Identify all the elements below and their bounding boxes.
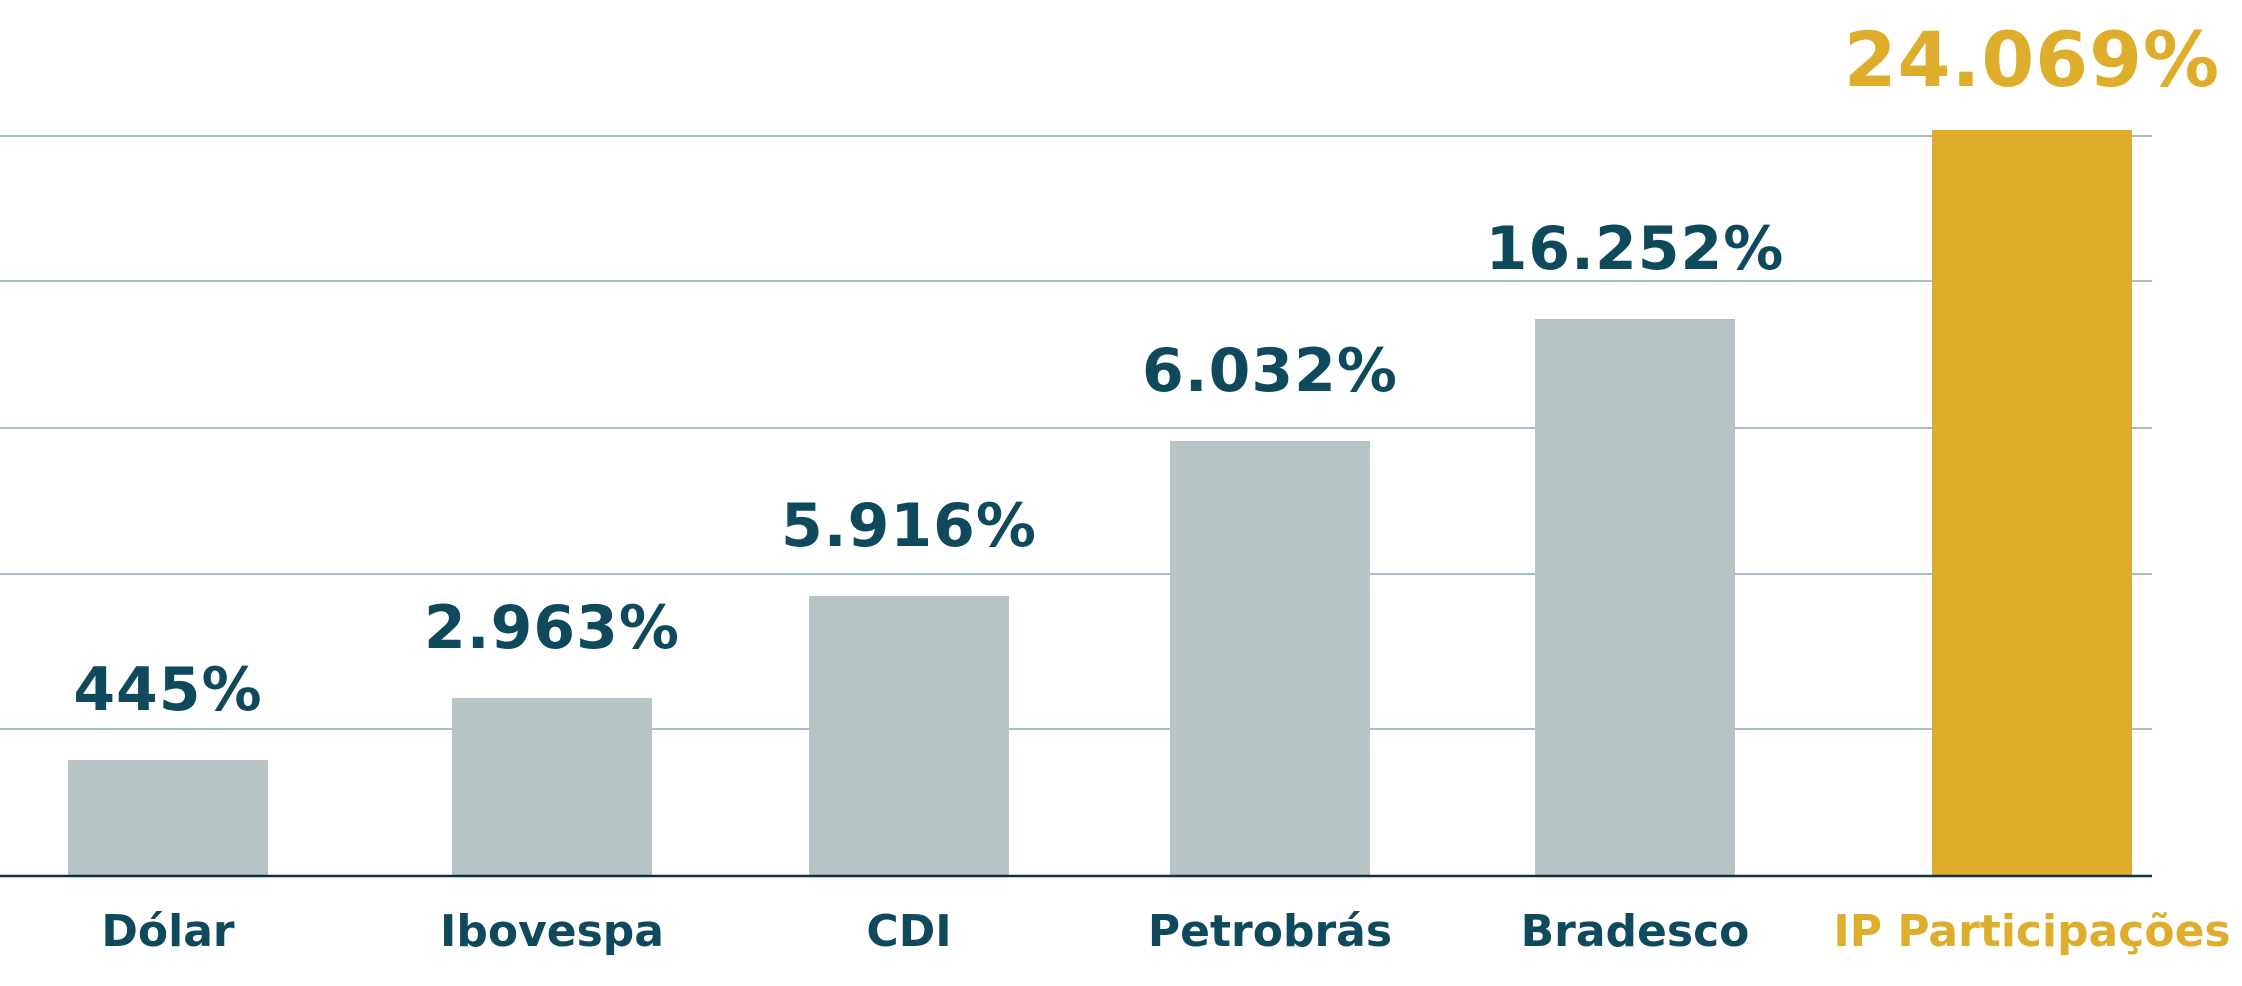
bar-6 (1932, 130, 2132, 876)
value-label-5: 16.252% (1486, 214, 1785, 284)
value-label-2: 2.963% (424, 593, 680, 663)
gridlines (0, 135, 2152, 730)
category-label-4: Petrobrás (1148, 906, 1392, 957)
category-label-5: Bradesco (1521, 906, 1750, 957)
bar-4 (1170, 441, 1370, 876)
value-label-1: 445% (73, 655, 262, 725)
value-label-4: 6.032% (1142, 336, 1398, 406)
bar-2 (452, 698, 652, 876)
bars (68, 130, 2132, 876)
category-label-1: Dólar (101, 906, 235, 957)
category-labels: Dólar Ibovespa CDI Petrobrás Bradesco IP Part… (101, 906, 2230, 957)
value-label-3: 5.916% (781, 491, 1037, 561)
category-label-3: CDI (866, 906, 951, 957)
bar-1 (68, 760, 268, 876)
category-label-6: IP Participações (1833, 906, 2230, 957)
bar-3 (809, 596, 1009, 876)
value-labels: 445% 2.963% 5.916% 6.032% 16.252% 24.069% (73, 15, 2220, 725)
category-label-2: Ibovespa (440, 906, 664, 957)
bar-5 (1535, 319, 1735, 876)
value-label-6: 24.069% (1844, 15, 2220, 104)
